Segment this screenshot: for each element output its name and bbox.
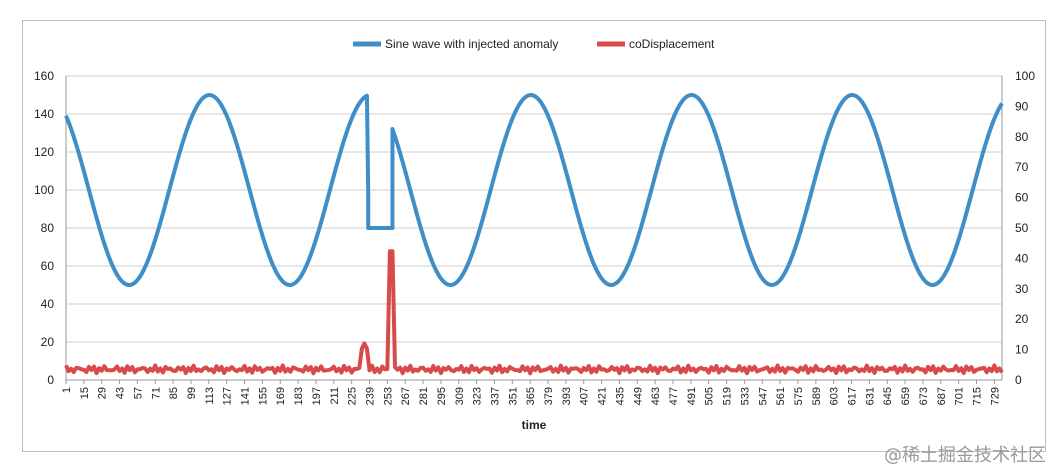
plot-area: 0 20 40 60 80 100 120 140 160 0 10 20 30 40 50 60 70 80 90… <box>34 69 1035 405</box>
x-tick-label: 533 <box>739 387 751 405</box>
y2-tick-label: 30 <box>1015 282 1029 296</box>
x-tick-label: 183 <box>293 387 305 405</box>
x-tick-label: 687 <box>936 387 948 405</box>
y2-tick-label: 60 <box>1015 191 1029 205</box>
y2-tick-label: 90 <box>1015 99 1029 113</box>
x-tick-label: 603 <box>829 387 841 405</box>
x-tick-label: 463 <box>650 387 662 405</box>
x-tick-label: 477 <box>668 387 680 405</box>
legend: Sine wave with injected anomaly coDispla… <box>353 37 715 51</box>
legend-label-codisplacement: coDisplacement <box>629 37 715 51</box>
y-tick-label: 100 <box>34 183 54 197</box>
y2-tick-label: 70 <box>1015 160 1029 174</box>
x-tick-label: 505 <box>704 387 716 405</box>
y2-tick-label: 100 <box>1015 69 1035 83</box>
x-tick-label: 309 <box>454 387 466 405</box>
x-tick-label: 617 <box>847 387 859 405</box>
x-tick-label: 1 <box>61 387 73 393</box>
x-tick-label: 15 <box>79 387 91 399</box>
x-tick-label: 169 <box>275 387 287 405</box>
x-tick-label: 351 <box>507 387 519 405</box>
x-tick-label: 729 <box>989 387 1001 405</box>
x-tick-label: 323 <box>472 387 484 405</box>
y2-tick-label: 50 <box>1015 221 1029 235</box>
x-tick-label: 659 <box>900 387 912 405</box>
x-tick-label: 295 <box>436 387 448 405</box>
legend-label-sine: Sine wave with injected anomaly <box>385 37 558 51</box>
x-tick-label: 211 <box>329 387 341 405</box>
x-tick-label: 519 <box>722 387 734 405</box>
y-tick-label: 80 <box>41 221 55 235</box>
y-tick-label: 40 <box>41 297 55 311</box>
series-line-sine <box>64 93 1004 287</box>
x-tick-label: 57 <box>132 387 144 399</box>
x-tick-label: 631 <box>864 387 876 405</box>
x-tick-label: 561 <box>775 387 787 405</box>
x-tick-label: 673 <box>918 387 930 405</box>
x-tick-label: 281 <box>418 387 430 405</box>
y2-tick-label: 40 <box>1015 251 1029 265</box>
x-tick-label: 43 <box>115 387 127 399</box>
x-tick-label: 127 <box>222 387 234 405</box>
x-tick-label: 155 <box>257 387 269 405</box>
y-tick-label: 60 <box>41 259 55 273</box>
x-tick-label: 575 <box>793 387 805 405</box>
x-tick-label: 197 <box>311 387 323 405</box>
y-tick-label: 160 <box>34 69 54 83</box>
series-line-codisplacement <box>64 249 1004 376</box>
x-tick-label: 99 <box>186 387 198 399</box>
x-tick-label: 365 <box>525 387 537 405</box>
y2-tick-label: 20 <box>1015 312 1029 326</box>
x-tick-label: 393 <box>561 387 573 405</box>
x-tick-label: 141 <box>240 387 252 405</box>
y2-tick-label: 80 <box>1015 130 1029 144</box>
y-tick-label: 140 <box>34 107 54 121</box>
x-tick-label: 225 <box>347 387 359 405</box>
x-tick-label: 491 <box>686 387 698 405</box>
x-tick-label: 589 <box>811 387 823 405</box>
x-tick-label: 71 <box>150 387 162 399</box>
x-tick-label: 267 <box>400 387 412 405</box>
y-tick-label: 120 <box>34 145 54 159</box>
x-tick-label: 435 <box>614 387 626 405</box>
x-tick-label: 715 <box>971 387 983 405</box>
x-tick-label: 449 <box>632 387 644 405</box>
x-tick-label: 29 <box>97 387 109 399</box>
x-tick-label: 421 <box>597 387 609 405</box>
x-tick-label: 645 <box>882 387 894 405</box>
x-tick-label: 379 <box>543 387 555 405</box>
y2-tick-label: 10 <box>1015 343 1029 357</box>
x-tick-label: 701 <box>954 387 966 405</box>
x-tick-label: 407 <box>579 387 591 405</box>
x-tick-label: 253 <box>382 387 394 405</box>
x-tick-label: 239 <box>364 387 376 405</box>
x-tick-label: 113 <box>204 387 216 405</box>
watermark: @稀土掘金技术社区 <box>884 445 1046 466</box>
y2-tick-label: 0 <box>1015 373 1022 387</box>
x-tick-label: 85 <box>168 387 180 399</box>
y-tick-label: 20 <box>41 335 55 349</box>
y-tick-label: 0 <box>47 373 54 387</box>
x-tick-label: 337 <box>489 387 501 405</box>
x-axis-title: time <box>522 418 547 432</box>
x-tick-label: 547 <box>757 387 769 405</box>
